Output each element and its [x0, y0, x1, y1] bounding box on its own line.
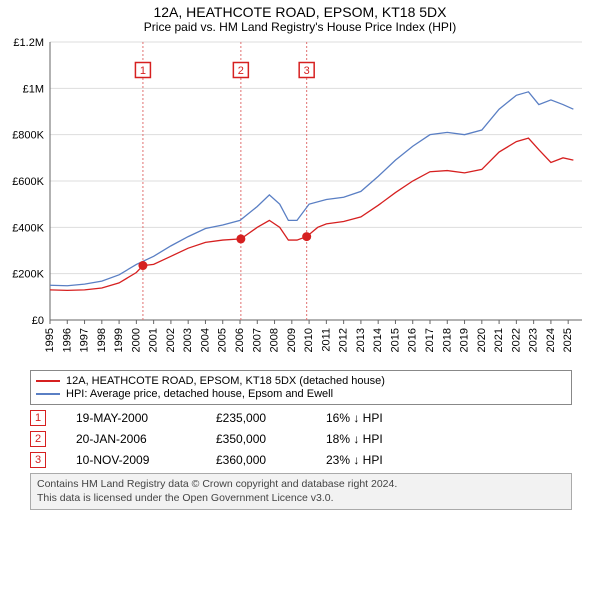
- event-delta: 16% ↓ HPI: [326, 411, 383, 425]
- svg-text:2022: 2022: [510, 328, 522, 352]
- svg-text:1998: 1998: [96, 328, 108, 352]
- chart-title-description: Price paid vs. HM Land Registry's House …: [0, 20, 600, 36]
- attribution-line1: Contains HM Land Registry data © Crown c…: [37, 478, 397, 490]
- svg-text:£200K: £200K: [12, 269, 44, 281]
- svg-text:2008: 2008: [269, 328, 281, 352]
- event-row: 3 10-NOV-2009£360,00023% ↓ HPI: [30, 452, 572, 468]
- svg-text:1995: 1995: [44, 328, 56, 352]
- svg-text:2003: 2003: [182, 328, 194, 352]
- svg-text:2019: 2019: [459, 328, 471, 352]
- svg-text:£1.2M: £1.2M: [13, 37, 44, 49]
- svg-text:£800K: £800K: [12, 130, 44, 142]
- event-marker: 2: [30, 431, 46, 447]
- svg-text:2025: 2025: [562, 328, 574, 352]
- event-price: £350,000: [216, 432, 326, 446]
- svg-text:2024: 2024: [545, 328, 557, 352]
- svg-text:1996: 1996: [61, 328, 73, 352]
- svg-text:2013: 2013: [355, 328, 367, 352]
- event-price: £235,000: [216, 411, 326, 425]
- svg-text:2015: 2015: [389, 328, 401, 352]
- svg-text:2002: 2002: [165, 328, 177, 352]
- event-date: 10-NOV-2009: [76, 453, 216, 467]
- legend-label-hpi: HPI: Average price, detached house, Epso…: [66, 388, 333, 400]
- svg-text:£0: £0: [32, 315, 44, 327]
- svg-text:1999: 1999: [113, 328, 125, 352]
- svg-text:2000: 2000: [130, 328, 142, 352]
- svg-text:2016: 2016: [407, 328, 419, 352]
- attribution-box: Contains HM Land Registry data © Crown c…: [30, 473, 572, 510]
- svg-text:£400K: £400K: [12, 222, 44, 234]
- svg-text:2: 2: [238, 65, 244, 77]
- svg-text:1: 1: [140, 65, 146, 77]
- svg-text:2006: 2006: [234, 328, 246, 352]
- event-date: 20-JAN-2006: [76, 432, 216, 446]
- event-delta: 18% ↓ HPI: [326, 432, 383, 446]
- event-row: 1 19-MAY-2000£235,00016% ↓ HPI: [30, 410, 572, 426]
- legend-box: 12A, HEATHCOTE ROAD, EPSOM, KT18 5DX (de…: [30, 370, 572, 405]
- line-chart: £0 £200K £400K £600K £800K £1M £1.2M 1995 1996 19…: [0, 36, 600, 366]
- svg-text:2021: 2021: [493, 328, 505, 352]
- svg-text:2010: 2010: [303, 328, 315, 352]
- event-price: £360,000: [216, 453, 326, 467]
- svg-text:2012: 2012: [338, 328, 350, 352]
- svg-text:2007: 2007: [251, 328, 263, 352]
- svg-text:2023: 2023: [528, 328, 540, 352]
- event-marker: 3: [30, 452, 46, 468]
- svg-text:2011: 2011: [320, 328, 332, 352]
- svg-text:£1M: £1M: [23, 83, 44, 95]
- event-row: 2 20-JAN-2006£350,00018% ↓ HPI: [30, 431, 572, 447]
- legend-swatch-property: [36, 380, 60, 382]
- events-table: 1 19-MAY-2000£235,00016% ↓ HPI 2 20-JAN-200…: [30, 410, 572, 468]
- svg-text:1997: 1997: [79, 328, 91, 352]
- legend-swatch-hpi: [36, 393, 60, 395]
- event-delta: 23% ↓ HPI: [326, 453, 383, 467]
- svg-text:£600K: £600K: [12, 176, 44, 188]
- svg-text:2009: 2009: [286, 328, 298, 352]
- chart-title-address: 12A, HEATHCOTE ROAD, EPSOM, KT18 5DX: [0, 0, 600, 20]
- svg-text:2014: 2014: [372, 328, 384, 352]
- event-marker: 1: [30, 410, 46, 426]
- svg-text:2018: 2018: [441, 328, 453, 352]
- svg-text:2005: 2005: [217, 328, 229, 352]
- event-date: 19-MAY-2000: [76, 411, 216, 425]
- svg-text:2020: 2020: [476, 328, 488, 352]
- svg-text:3: 3: [304, 65, 310, 77]
- legend-label-property: 12A, HEATHCOTE ROAD, EPSOM, KT18 5DX (de…: [66, 375, 385, 387]
- svg-text:2004: 2004: [199, 328, 211, 352]
- svg-text:2001: 2001: [148, 328, 160, 352]
- svg-text:2017: 2017: [424, 328, 436, 352]
- attribution-line2: This data is licensed under the Open Gov…: [37, 492, 334, 504]
